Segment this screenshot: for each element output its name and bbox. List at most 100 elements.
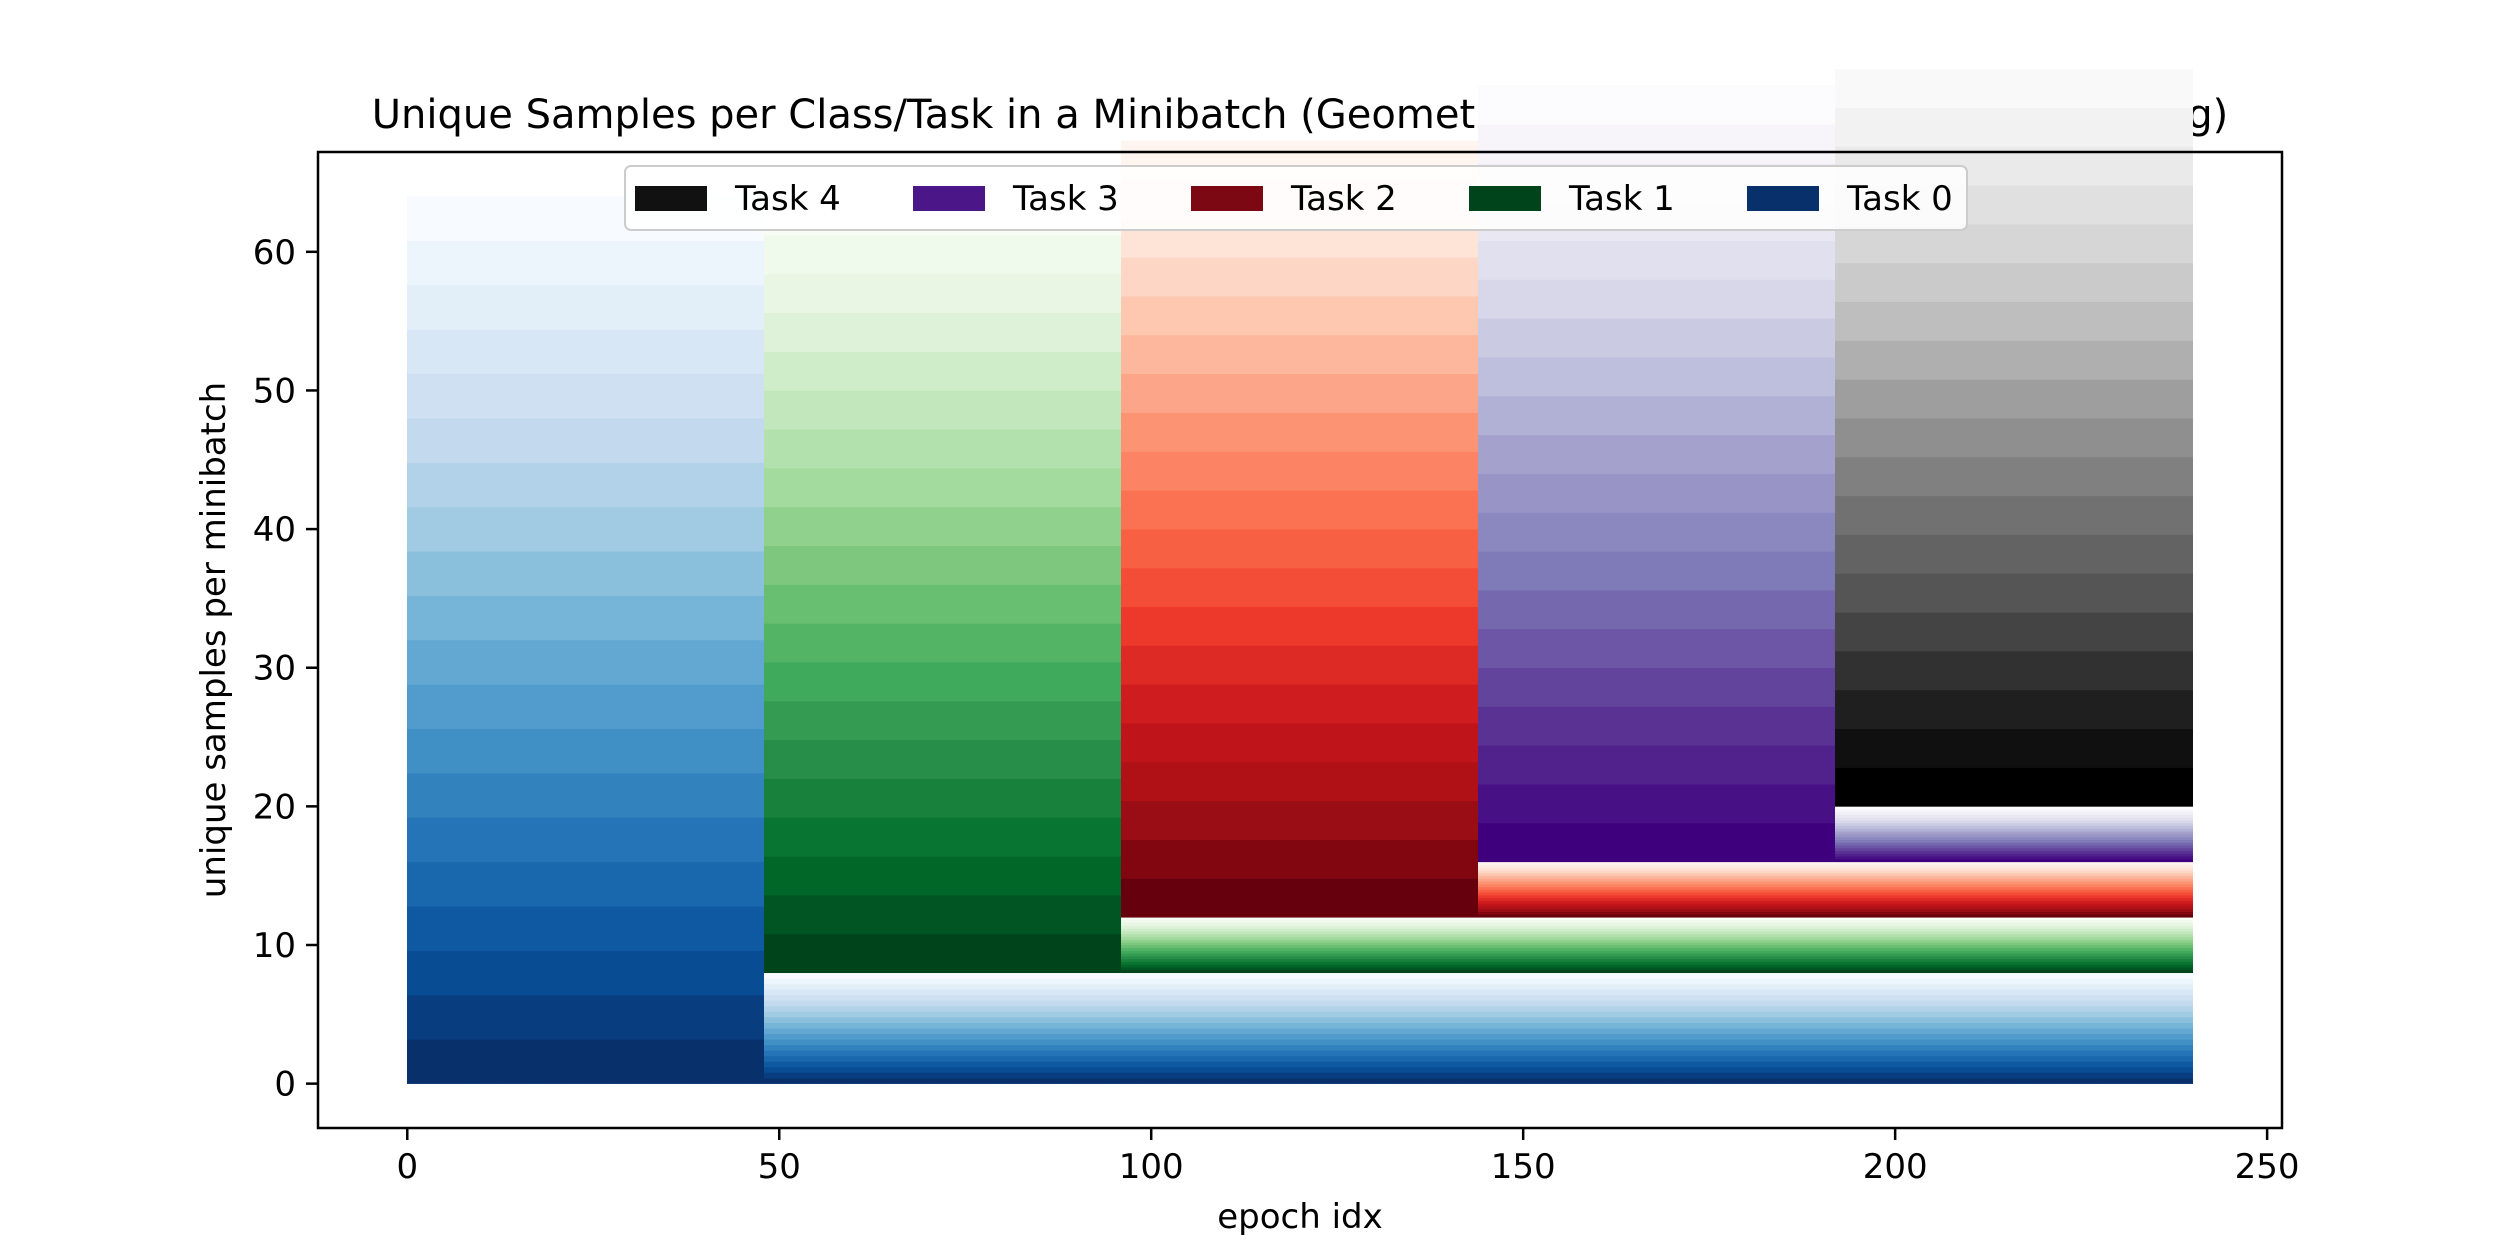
bar-segment [563,550,571,596]
bar-segment [1121,334,1129,375]
bar-segment [1091,817,1100,857]
bar-segment [935,390,943,430]
bar-segment [1114,1044,1122,1051]
bar-segment [1143,953,1152,957]
bar-segment [764,234,772,275]
bar-segment [1039,1055,1048,1062]
bar-segment [1344,950,1353,954]
bar-segment [1255,645,1263,685]
bar-segment [1151,989,1159,996]
bar-segment [1151,930,1159,935]
bar-segment [414,684,423,730]
bar-segment [570,1038,579,1084]
bar-segment [1069,1072,1077,1079]
bar-segment [563,284,571,330]
bar-segment [637,772,646,818]
bar-segment [1307,989,1315,996]
bar-segment [556,817,564,863]
bar-segment [1054,390,1062,430]
bar-segment [1076,1011,1085,1018]
bar-segment [1173,606,1181,646]
bar-segment [1300,1050,1308,1057]
bar-segment [957,894,966,935]
bar-segment [637,728,646,774]
bar-segment [563,684,571,730]
bar-segment [831,894,839,935]
bar-segment [1017,584,1025,624]
bar-segment [1270,800,1278,840]
bar-segment [1247,961,1256,965]
bar-segment [853,1066,862,1073]
bar-segment [1300,645,1308,685]
bar-segment [1106,977,1115,985]
bar-segment [1180,941,1189,946]
bar-segment [1225,1000,1234,1007]
bar-segment [1061,972,1070,979]
bar-segment [1247,645,1256,685]
bar-segment [987,989,995,996]
bar-segment [1285,919,1293,924]
bar-segment [1121,295,1129,336]
bar-segment [823,1000,832,1007]
bar-segment [853,545,862,585]
bar-segment [1128,1011,1137,1018]
bar-segment [518,728,527,774]
bar-segment [1352,1077,1360,1084]
bar-segment [1091,1022,1100,1029]
bar-segment [1076,1044,1085,1051]
bar-segment [1247,334,1256,375]
bar-segment [1225,919,1234,924]
bar-segment [950,273,958,314]
bar-segment [1307,1000,1315,1007]
bar-segment [838,1077,847,1084]
bar-segment [1084,894,1092,935]
bar-segment [1292,1061,1300,1068]
bar-segment [742,905,750,951]
bar-segment [407,240,415,286]
bar-segment [1300,1016,1308,1023]
bar-segment [1061,1027,1070,1035]
bar-segment [1277,878,1286,918]
bar-segment [980,661,988,702]
bar-segment [957,817,966,857]
bar-segment [1054,1038,1062,1046]
bar-segment [1300,1072,1308,1079]
bar-segment [1277,1011,1286,1018]
bar-segment [1069,989,1077,996]
bar-segment [1173,800,1181,840]
bar-segment [1121,1016,1129,1023]
bar-segment [853,994,862,1001]
bar-segment [816,623,824,663]
bar-segment [1329,722,1338,763]
bar-segment [987,1011,995,1018]
bar-segment [1002,894,1010,935]
bar-segment [1210,1027,1219,1035]
bar-segment [1128,1044,1137,1051]
bar-segment [1136,1066,1144,1073]
bar-segment [541,772,549,818]
bar-segment [1002,977,1010,985]
bar-segment [1218,972,1226,979]
bar-segment [1314,140,1323,181]
bar-segment [600,373,609,419]
bar-segment [1277,1016,1286,1023]
bar-segment [1180,722,1189,763]
bar-segment [1195,939,1204,943]
bar-segment [771,1033,780,1040]
bar-segment [838,1038,847,1046]
bar-segment [1307,977,1315,985]
bar-segment [1039,545,1048,585]
bar-segment [1195,925,1204,929]
bar-segment [1180,1061,1189,1068]
bar-segment [1359,1011,1367,1018]
bar-segment [489,240,497,286]
bar-segment [1218,916,1226,921]
bar-segment [1069,983,1077,990]
bar-segment [451,905,460,951]
bar-segment [1009,506,1018,547]
bar-segment [764,983,772,990]
bar-segment [682,817,690,863]
bar-segment [980,506,988,547]
bar-segment [1285,977,1293,985]
bar-segment [1322,944,1330,949]
